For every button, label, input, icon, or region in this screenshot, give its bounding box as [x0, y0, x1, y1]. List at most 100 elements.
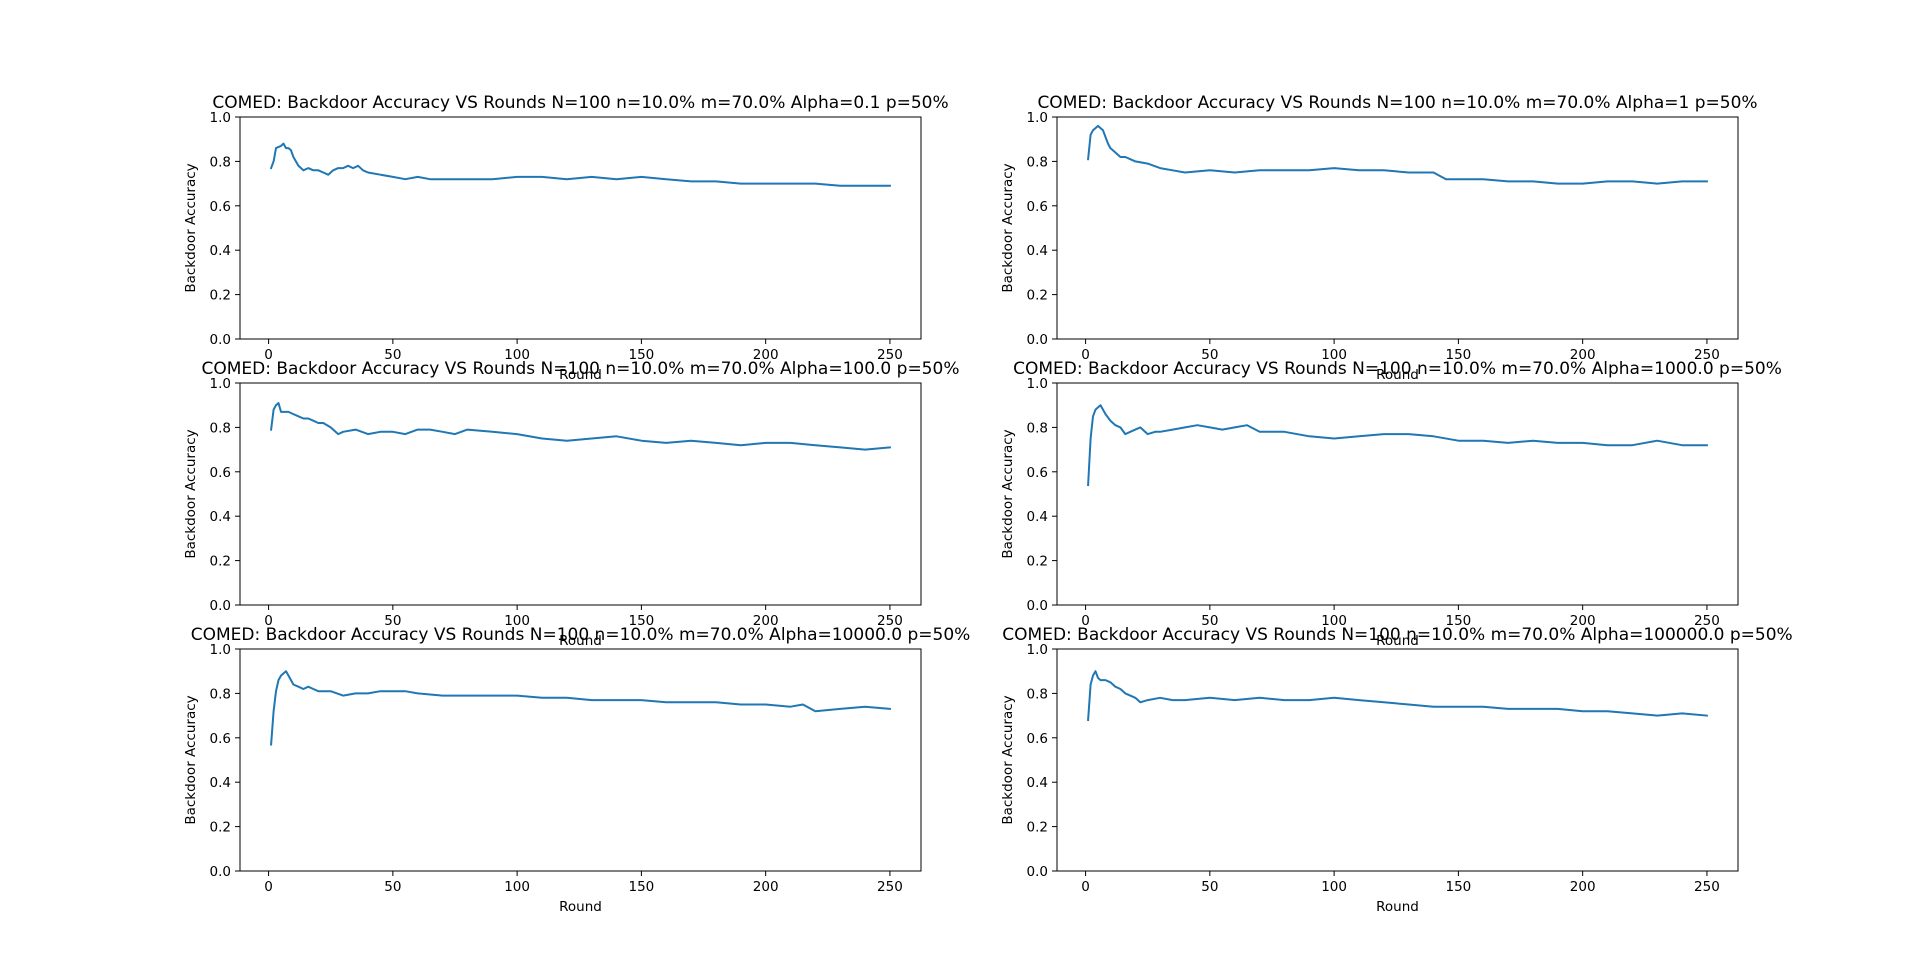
x-tick-label: 200 [1570, 347, 1596, 363]
x-axis-label: Round [559, 899, 602, 915]
x-tick-label: 100 [504, 613, 530, 629]
y-tick-label: 0.0 [210, 864, 231, 880]
x-tick-label: 200 [753, 347, 779, 363]
x-tick-label: 50 [1201, 613, 1218, 629]
y-tick-label: 0.0 [210, 598, 231, 614]
series-line [270, 670, 891, 746]
y-tick-label: 1.0 [210, 110, 231, 126]
x-tick-label: 0 [264, 347, 273, 363]
x-tick-label: 200 [753, 613, 779, 629]
y-tick-label: 0.8 [210, 420, 231, 436]
x-axis-label: Round [559, 633, 602, 649]
y-axis-label: Backdoor Accuracy [183, 429, 199, 558]
x-tick-label: 150 [1446, 347, 1472, 363]
y-tick-label: 0.4 [1027, 509, 1048, 525]
y-axis-label: Backdoor Accuracy [1000, 429, 1016, 558]
x-tick-label: 0 [1081, 879, 1090, 895]
x-tick-label: 100 [504, 347, 530, 363]
y-tick-label: 0.8 [1027, 154, 1048, 170]
x-tick-label: 100 [1321, 613, 1347, 629]
y-tick-label: 1.0 [1027, 642, 1048, 658]
series-line [1087, 404, 1708, 487]
x-tick-label: 150 [1446, 879, 1472, 895]
x-tick-label: 200 [1570, 613, 1596, 629]
series-line [269, 142, 891, 187]
y-tick-label: 0.4 [210, 243, 231, 259]
x-tick-label: 50 [384, 879, 401, 895]
y-tick-label: 0.8 [210, 154, 231, 170]
y-tick-label: 0.2 [210, 554, 231, 570]
y-tick-label: 0.6 [210, 731, 231, 747]
y-tick-label: 0.2 [210, 820, 231, 836]
series-line [1087, 670, 1708, 722]
y-axis-label: Backdoor Accuracy [1000, 163, 1016, 292]
plot-frame [239, 382, 922, 606]
y-tick-label: 0.0 [1027, 864, 1048, 880]
y-tick-label: 0.6 [1027, 465, 1048, 481]
x-tick-label: 100 [504, 879, 530, 895]
y-tick-label: 1.0 [1027, 376, 1048, 392]
y-tick-label: 0.2 [210, 288, 231, 304]
y-tick-label: 0.0 [1027, 332, 1048, 348]
y-tick-label: 0.8 [1027, 686, 1048, 702]
y-tick-label: 0.4 [210, 509, 231, 525]
x-axis-label: Round [559, 367, 602, 383]
x-tick-label: 250 [877, 613, 903, 629]
x-tick-label: 250 [1694, 879, 1720, 895]
plot-frame [239, 648, 922, 872]
y-tick-label: 0.0 [1027, 598, 1048, 614]
chart-title: COMED: Backdoor Accuracy VS Rounds N=100… [1013, 359, 1782, 379]
x-axis-label: Round [1376, 899, 1419, 915]
x-tick-label: 50 [1201, 879, 1218, 895]
x-tick-label: 150 [629, 347, 655, 363]
y-tick-label: 0.8 [210, 686, 231, 702]
y-tick-label: 0.6 [210, 465, 231, 481]
y-tick-label: 0.6 [1027, 199, 1048, 215]
x-tick-label: 150 [629, 613, 655, 629]
x-tick-label: 100 [1321, 347, 1347, 363]
x-tick-label: 250 [1694, 347, 1720, 363]
chart-title: COMED: Backdoor Accuracy VS Rounds N=100… [1037, 93, 1757, 113]
x-tick-label: 0 [264, 879, 273, 895]
x-tick-label: 250 [877, 347, 903, 363]
y-axis-label: Backdoor Accuracy [1000, 695, 1016, 824]
chart-title: COMED: Backdoor Accuracy VS Rounds N=100… [202, 359, 960, 379]
x-tick-label: 150 [1446, 613, 1472, 629]
y-tick-label: 1.0 [210, 642, 231, 658]
y-axis-label: Backdoor Accuracy [183, 163, 199, 292]
y-tick-label: 0.4 [210, 775, 231, 791]
y-tick-label: 0.6 [210, 199, 231, 215]
y-tick-label: 1.0 [210, 376, 231, 392]
x-tick-label: 250 [877, 879, 903, 895]
plot-frame [239, 116, 922, 340]
x-tick-label: 0 [1081, 347, 1090, 363]
y-tick-label: 0.2 [1027, 820, 1048, 836]
x-tick-label: 200 [753, 879, 779, 895]
y-tick-label: 0.4 [1027, 775, 1048, 791]
x-axis-label: Round [1376, 367, 1419, 383]
chart-title: COMED: Backdoor Accuracy VS Rounds N=100… [212, 93, 948, 113]
series-line [1087, 124, 1708, 185]
y-tick-label: 0.8 [1027, 420, 1048, 436]
plot-frame [1056, 648, 1739, 872]
plot-frame [1056, 382, 1739, 606]
x-tick-label: 150 [629, 879, 655, 895]
y-tick-label: 0.6 [1027, 731, 1048, 747]
x-tick-label: 200 [1570, 879, 1596, 895]
x-tick-label: 50 [384, 347, 401, 363]
y-tick-label: 1.0 [1027, 110, 1048, 126]
y-axis-label: Backdoor Accuracy [183, 695, 199, 824]
y-tick-label: 0.2 [1027, 288, 1048, 304]
x-tick-label: 250 [1694, 613, 1720, 629]
y-tick-label: 0.4 [1027, 243, 1048, 259]
plot-frame [1056, 116, 1739, 340]
x-tick-label: 0 [1081, 613, 1090, 629]
y-tick-label: 0.2 [1027, 554, 1048, 570]
x-tick-label: 0 [264, 613, 273, 629]
x-tick-label: 100 [1321, 879, 1347, 895]
series-line [269, 402, 891, 451]
chart-title: COMED: Backdoor Accuracy VS Rounds N=100… [1002, 625, 1792, 645]
chart-title: COMED: Backdoor Accuracy VS Rounds N=100… [191, 625, 971, 645]
x-tick-label: 50 [384, 613, 401, 629]
